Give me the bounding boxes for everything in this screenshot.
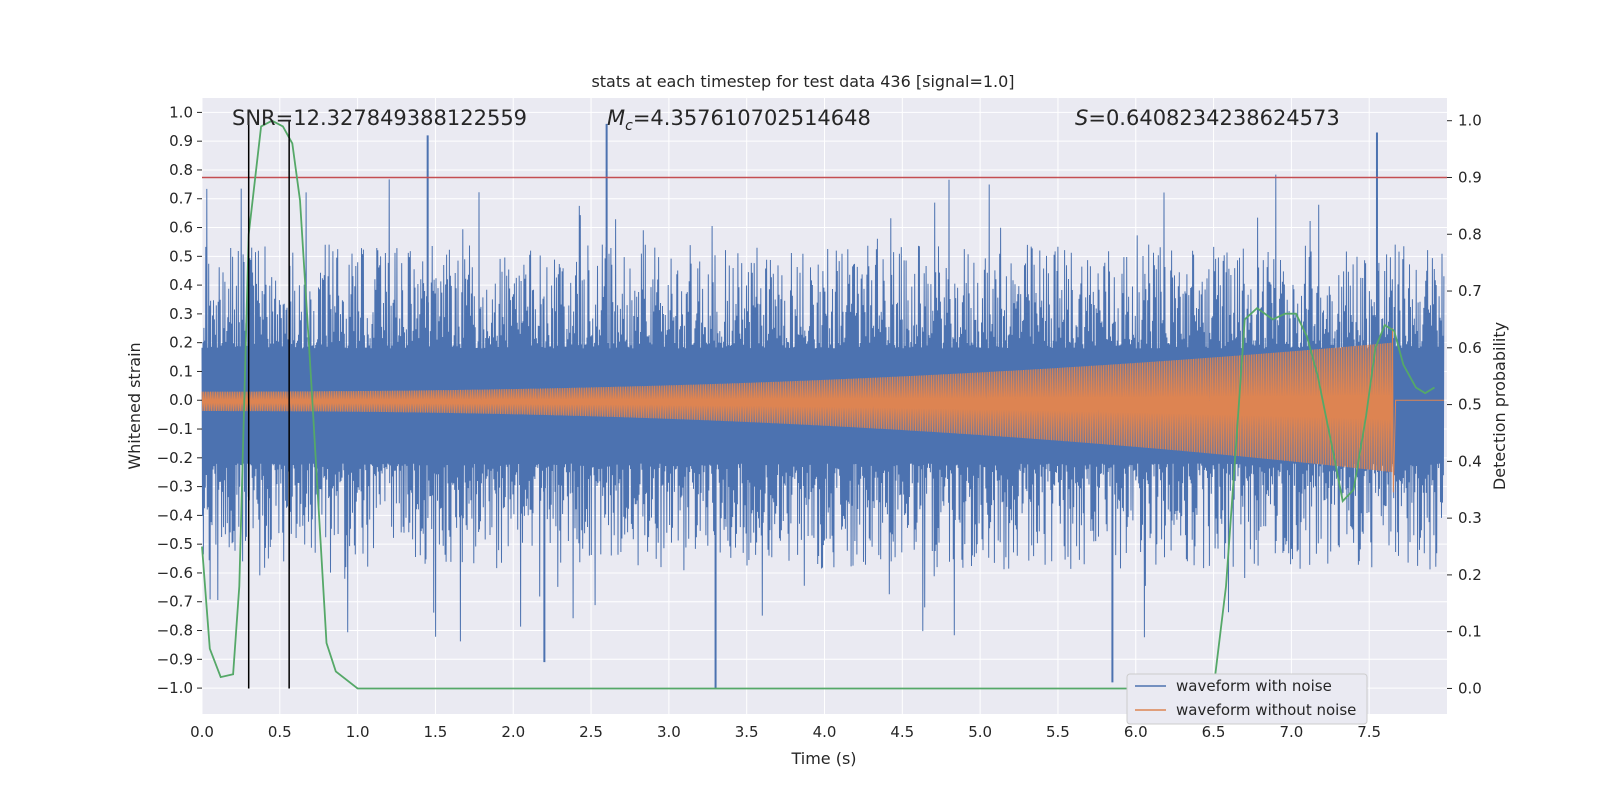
x-axis-label: Time (s) <box>790 749 856 768</box>
y2-tick-label: 1.0 <box>1458 112 1482 130</box>
y-tick-label: 0.7 <box>169 190 193 208</box>
y-tick-label: −0.4 <box>157 506 193 524</box>
x-tick-label: 2.5 <box>579 723 603 741</box>
y-tick-label: 0.6 <box>169 219 193 237</box>
chirp-mass-symbol: M <box>607 106 625 130</box>
y-tick-label: 0.4 <box>169 276 193 294</box>
y-tick-label: 1.0 <box>169 103 193 121</box>
y-axis-ticks: 1.0 0.9 0.8 0.7 0.6 0.5 0.4 0.3 0.2 0.1 0.0 −0.1 −0.… <box>157 103 202 697</box>
y2-tick-label: 0.1 <box>1458 623 1482 641</box>
s-symbol: S <box>1075 106 1088 130</box>
chart-title: stats at each timestep for test data 436… <box>591 72 1014 91</box>
y-tick-label: −0.1 <box>157 420 193 438</box>
y-tick-label: 0.5 <box>169 247 193 265</box>
x-tick-label: 0.0 <box>190 723 214 741</box>
y-tick-label: −0.8 <box>157 622 193 640</box>
y2-tick-label: 0.3 <box>1458 509 1482 527</box>
y-tick-label: −1.0 <box>157 679 193 697</box>
x-axis-ticks: 0.0 0.5 1.0 1.5 2.0 2.5 3.0 3.5 4.0 4.5 5.0 5.5 6.0 6… <box>190 723 1381 741</box>
y-tick-label: −0.3 <box>157 478 193 496</box>
y-tick-label: −0.2 <box>157 449 193 467</box>
y2-tick-label: 0.6 <box>1458 339 1482 357</box>
y2-tick-label: 0.2 <box>1458 566 1482 584</box>
y-tick-label: 0.8 <box>169 161 193 179</box>
y-tick-label: −0.6 <box>157 564 193 582</box>
x-tick-label: 4.5 <box>890 723 914 741</box>
x-tick-label: 7.0 <box>1279 723 1303 741</box>
y-axis-label: Whitened strain <box>125 342 144 469</box>
y-tick-label: −0.7 <box>157 593 193 611</box>
legend-label-noise: waveform with noise <box>1176 677 1332 695</box>
y2-tick-label: 0.9 <box>1458 168 1482 186</box>
x-tick-label: 4.0 <box>813 723 837 741</box>
s-value: =0.6408234238624573 <box>1088 106 1339 130</box>
x-tick-label: 1.0 <box>346 723 370 741</box>
y-tick-label: 0.2 <box>169 334 193 352</box>
y2-tick-label: 0.7 <box>1458 282 1482 300</box>
legend-box <box>1126 673 1368 725</box>
snr-annotation: SNR=12.327849388122559 <box>232 106 527 130</box>
y2-axis-label: Detection probability <box>1490 322 1509 490</box>
legend-label-clean: waveform without noise <box>1176 701 1356 719</box>
x-tick-label: 1.5 <box>424 723 448 741</box>
x-tick-label: 5.5 <box>1046 723 1070 741</box>
x-tick-label: 0.5 <box>268 723 292 741</box>
y2-axis-ticks: 1.0 0.9 0.8 0.7 0.6 0.5 0.4 0.3 0.2 0.1 0.0 <box>1447 112 1482 697</box>
detection-probability-line <box>201 119 1435 690</box>
x-tick-label: 2.0 <box>501 723 525 741</box>
x-tick-label: 6.0 <box>1124 723 1148 741</box>
chirp-mass-value: =4.357610702514648 <box>633 106 871 130</box>
y-tick-label: 0.0 <box>169 391 193 409</box>
legend: waveform with noise waveform without noi… <box>1126 673 1368 725</box>
y2-tick-label: 0.4 <box>1458 452 1482 470</box>
y2-tick-label: 0.0 <box>1458 679 1482 697</box>
x-tick-label: 7.5 <box>1357 723 1381 741</box>
x-tick-label: 5.0 <box>968 723 992 741</box>
clean-waveform-line <box>201 328 1444 493</box>
y-tick-label: −0.9 <box>157 650 193 668</box>
chirp-mass-subscript: c <box>625 118 633 134</box>
y2-tick-label: 0.5 <box>1458 396 1482 414</box>
y2-tick-label: 0.8 <box>1458 225 1482 243</box>
y-tick-label: 0.9 <box>169 132 193 150</box>
plot-content <box>201 119 1447 690</box>
y-tick-label: −0.5 <box>157 535 193 553</box>
x-tick-label: 3.0 <box>657 723 681 741</box>
y-tick-label: 0.1 <box>169 362 193 380</box>
s-annotation: S=0.6408234238624573 <box>1075 106 1340 130</box>
chirp-mass-annotation: Mc=4.357610702514648 <box>607 106 871 134</box>
x-tick-label: 6.5 <box>1202 723 1226 741</box>
x-tick-label: 3.5 <box>735 723 759 741</box>
y-tick-label: 0.3 <box>169 305 193 323</box>
